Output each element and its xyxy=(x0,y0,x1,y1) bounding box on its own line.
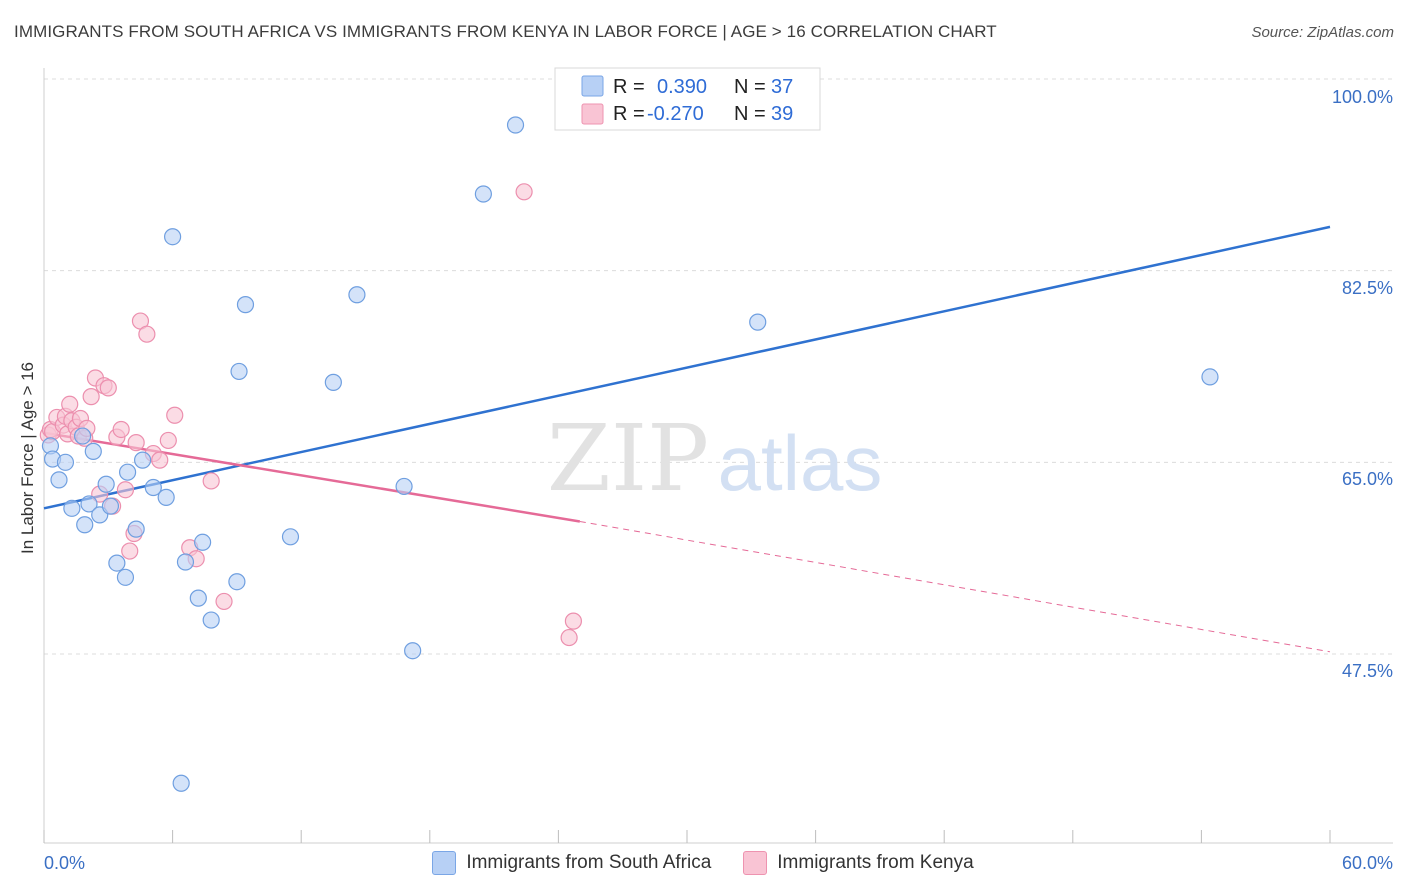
legend-swatch-south-africa xyxy=(581,75,604,97)
kenya-trend-extension xyxy=(579,520,1331,653)
axes xyxy=(43,68,1393,844)
south-africa-point-36 xyxy=(1201,368,1219,386)
legend-r-value-1: 0.390 xyxy=(657,76,707,98)
kenya-point-30 xyxy=(159,431,177,450)
legend-n-label-2: N = xyxy=(734,103,766,125)
south-africa-point-35 xyxy=(749,313,767,331)
south-africa-point-5 xyxy=(73,427,92,445)
kenya-point-36 xyxy=(515,183,533,201)
kenya-point-27 xyxy=(138,325,156,343)
kenya-point-18 xyxy=(99,379,117,397)
kenya-point-22 xyxy=(116,481,135,499)
south-africa-point-14 xyxy=(118,463,137,481)
south-africa-point-27 xyxy=(236,296,255,314)
legend-swatch-kenya xyxy=(581,103,604,125)
south-africa-point-32 xyxy=(404,642,422,660)
kenya-point-23 xyxy=(121,542,139,560)
south-africa-point-33 xyxy=(474,185,492,203)
kenya-point-37 xyxy=(560,628,578,647)
south-africa-point-13 xyxy=(116,568,135,586)
legend-n-label-1: N = xyxy=(734,76,766,98)
south-africa-point-12 xyxy=(108,554,126,572)
south-africa-point-7 xyxy=(80,495,98,513)
south-africa-points xyxy=(41,116,1219,792)
south-africa-point-4 xyxy=(63,499,81,517)
chart-title: IMMIGRANTS FROM SOUTH AFRICA VS IMMIGRAN… xyxy=(14,22,997,41)
south-africa-point-24 xyxy=(202,611,220,629)
south-africa-point-15 xyxy=(127,520,145,538)
kenya-point-31 xyxy=(166,406,184,424)
south-africa-point-10 xyxy=(97,475,115,493)
south-africa-point-23 xyxy=(194,533,212,551)
south-africa-trend-line xyxy=(43,225,1331,510)
y-tick-label-47-5: 47.5% xyxy=(1342,661,1393,681)
south-africa-point-20 xyxy=(172,774,190,792)
y-tick-label-82-5: 82.5% xyxy=(1342,278,1393,298)
legend-label-kenya: Immigrants from Kenya xyxy=(777,852,974,873)
kenya-point-35 xyxy=(215,592,233,611)
south-africa-point-8 xyxy=(84,442,102,460)
legend-r-value-2: -0.270 xyxy=(647,103,704,125)
correlation-legend: R = 0.390 N = 37 R = -0.270 N = 39 xyxy=(554,67,821,131)
watermark: ZIP atlas xyxy=(547,405,882,512)
kenya-point-25 xyxy=(127,434,145,452)
south-africa-point-11 xyxy=(101,497,120,515)
legend-r-label-2: R = xyxy=(613,103,645,125)
south-africa-point-34 xyxy=(506,116,525,134)
south-africa-point-21 xyxy=(176,553,195,571)
kenya-point-38 xyxy=(564,612,583,630)
series-legend: Immigrants from South Africa Immigrants … xyxy=(0,851,1406,875)
legend-n-value-2: 39 xyxy=(771,103,793,125)
south-africa-point-16 xyxy=(133,451,152,469)
south-africa-point-3 xyxy=(56,453,75,471)
kenya-point-21 xyxy=(112,420,130,439)
legend-swatch-blue xyxy=(432,851,457,875)
kenya-point-7 xyxy=(61,395,79,413)
south-africa-point-26 xyxy=(230,362,248,381)
south-africa-point-17 xyxy=(144,478,162,497)
watermark-zip: ZIP xyxy=(547,405,709,512)
grid-lines xyxy=(44,78,1393,655)
legend-swatch-pink xyxy=(743,851,768,875)
kenya-point-14 xyxy=(82,388,100,406)
south-africa-point-6 xyxy=(76,516,94,534)
south-africa-point-22 xyxy=(189,589,207,607)
legend-r-label-1: R = xyxy=(613,76,645,98)
south-africa-point-2 xyxy=(50,471,68,489)
legend-item-south-africa: Immigrants from South Africa xyxy=(432,851,711,875)
kenya-point-29 xyxy=(151,451,169,469)
kenya-point-34 xyxy=(202,472,220,490)
south-africa-point-29 xyxy=(324,373,342,391)
y-tick-label-65: 65.0% xyxy=(1342,469,1393,489)
south-africa-point-28 xyxy=(281,528,300,546)
y-tick-label-100: 100.0% xyxy=(1332,87,1393,107)
south-africa-point-19 xyxy=(164,228,182,246)
x-tick-label-max: 60.0% xyxy=(1342,853,1393,873)
watermark-atlas: atlas xyxy=(718,419,883,507)
south-africa-point-31 xyxy=(395,477,413,496)
tick-labels: 0.0% 60.0% 47.5% 65.0% 82.5% 100.0% xyxy=(44,87,1393,873)
x-tick-label-min: 0.0% xyxy=(44,853,85,873)
kenya-points xyxy=(39,183,583,647)
south-africa-point-25 xyxy=(228,573,246,591)
legend-n-value-1: 37 xyxy=(771,76,793,98)
legend-label-south-africa: Immigrants from South Africa xyxy=(466,852,712,873)
south-africa-point-18 xyxy=(157,488,175,506)
source-credit: Source: ZipAtlas.com xyxy=(1251,24,1394,41)
south-africa-point-30 xyxy=(348,286,366,304)
legend-item-kenya: Immigrants from Kenya xyxy=(743,851,974,875)
